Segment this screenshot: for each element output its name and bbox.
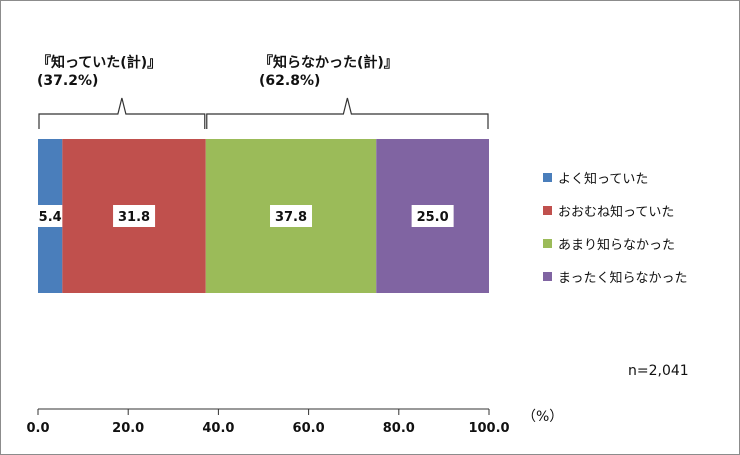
x-tick-label: 80.0 bbox=[383, 421, 415, 436]
legend-swatch bbox=[543, 239, 552, 248]
x-tick-label: 20.0 bbox=[112, 421, 144, 436]
legend: よく知っていた おおむね知っていた あまり知らなかった まったく知らなかった bbox=[543, 161, 687, 293]
data-label-box bbox=[270, 205, 313, 227]
legend-label: あまり知らなかった bbox=[558, 238, 676, 253]
legend-swatch bbox=[543, 206, 552, 215]
legend-label: まったく知らなかった bbox=[558, 271, 688, 286]
data-label: 31.8 bbox=[118, 210, 150, 225]
group-label-known: 『知っていた(計)』 (37.2%) bbox=[37, 54, 161, 90]
data-label-box bbox=[411, 205, 454, 227]
data-label: 25.0 bbox=[417, 210, 449, 225]
legend-item: まったく知らなかった bbox=[543, 260, 687, 293]
data-label: 37.8 bbox=[275, 210, 307, 225]
x-tick-label: 100.0 bbox=[468, 421, 509, 436]
group-label-unknown: 『知らなかった(計)』 (62.8%) bbox=[259, 54, 398, 90]
brace-known bbox=[38, 97, 206, 129]
group-value-known: (37.2%) bbox=[37, 73, 99, 89]
legend-label: おおむね知っていた bbox=[558, 205, 675, 220]
group-title-known: 『知っていた(計)』 bbox=[37, 55, 162, 71]
data-label-box bbox=[33, 205, 68, 227]
legend-item: おおむね知っていた bbox=[543, 194, 687, 227]
x-tick-label: 60.0 bbox=[293, 421, 325, 436]
group-title-unknown: 『知らなかった(計)』 bbox=[259, 55, 398, 71]
x-tick-label: 40.0 bbox=[202, 421, 234, 436]
data-label: 5.4 bbox=[39, 210, 62, 225]
x-axis-unit: （%） bbox=[522, 409, 564, 425]
data-label-box bbox=[113, 205, 156, 227]
sample-size-note: n=2,041 bbox=[628, 363, 689, 379]
legend-item: よく知っていた bbox=[543, 161, 687, 194]
brace-unknown bbox=[206, 97, 489, 129]
x-tick-label: 0.0 bbox=[26, 421, 49, 436]
group-value-unknown: (62.8%) bbox=[259, 73, 321, 89]
legend-swatch bbox=[543, 173, 552, 182]
legend-label: よく知っていた bbox=[558, 172, 649, 187]
legend-swatch bbox=[543, 272, 552, 281]
legend-item: あまり知らなかった bbox=[543, 227, 687, 260]
